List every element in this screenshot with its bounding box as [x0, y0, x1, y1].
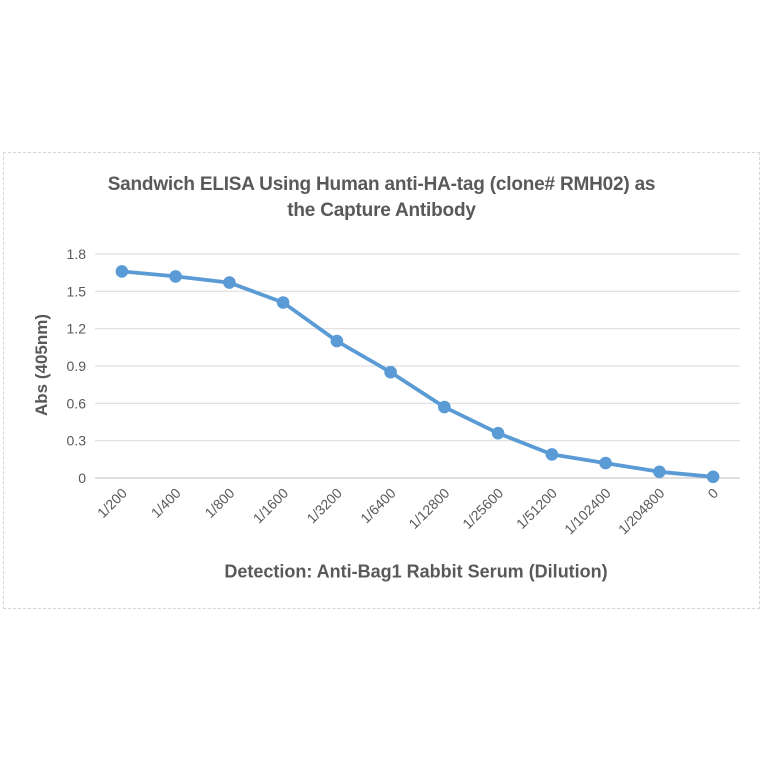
x-tick-label: 1/3200 — [303, 485, 345, 527]
data-point-marker — [169, 270, 182, 283]
chart-title: Sandwich ELISA Using Human anti-HA-tag (… — [4, 172, 759, 224]
series-line — [120, 269, 715, 479]
y-tick-label: 0.6 — [67, 395, 87, 411]
x-tick-label: 1/200 — [94, 485, 130, 521]
plot-area: 0 0.3 0.6 0.9 1.2 1.5 1.8 1/200 1/400 1/800 1/1600… — [67, 246, 740, 538]
y-tick-label: 0 — [78, 470, 86, 486]
data-point-marker — [599, 456, 612, 470]
chart-title-line-2: the Capture Antibody — [287, 200, 476, 221]
y-tick-label: 1.5 — [67, 283, 87, 299]
x-tick-label: 1/204800 — [615, 485, 668, 538]
x-tick-label: 1/51200 — [513, 485, 560, 532]
x-tick-label: 0 — [704, 485, 721, 502]
x-tick-label: 1/6400 — [357, 485, 399, 527]
data-point-marker — [491, 426, 505, 440]
data-point-marker — [276, 296, 290, 309]
x-tick-label: 1/400 — [148, 485, 184, 521]
data-point-marker — [653, 465, 666, 479]
data-point-marker — [330, 334, 344, 348]
x-axis-title: Detection: Anti-Bag1 Rabbit Serum (Dilut… — [224, 561, 608, 582]
x-tick-label: 1/1600 — [250, 485, 292, 527]
y-tick-label: 0.3 — [67, 433, 87, 449]
chart-frame: Sandwich ELISA Using Human anti-HA-tag (… — [3, 152, 760, 609]
data-point-marker — [115, 265, 129, 278]
y-tick-label: 1.8 — [67, 246, 87, 262]
y-tick-label: 1.2 — [67, 321, 87, 337]
data-point-marker — [545, 448, 559, 461]
data-point-marker — [384, 365, 397, 379]
chart-title-line-1: Sandwich ELISA Using Human anti-HA-tag (… — [107, 174, 656, 195]
data-point-marker — [438, 400, 451, 414]
data-point-marker — [706, 470, 720, 484]
data-point-marker — [223, 276, 236, 289]
y-tick-label: 0.9 — [67, 358, 87, 374]
x-tick-label: 1/800 — [201, 485, 237, 521]
x-tick-label: 1/25600 — [459, 485, 506, 532]
x-tick-label: 1/102400 — [561, 485, 614, 538]
x-tick-label: 1/12800 — [405, 485, 452, 532]
